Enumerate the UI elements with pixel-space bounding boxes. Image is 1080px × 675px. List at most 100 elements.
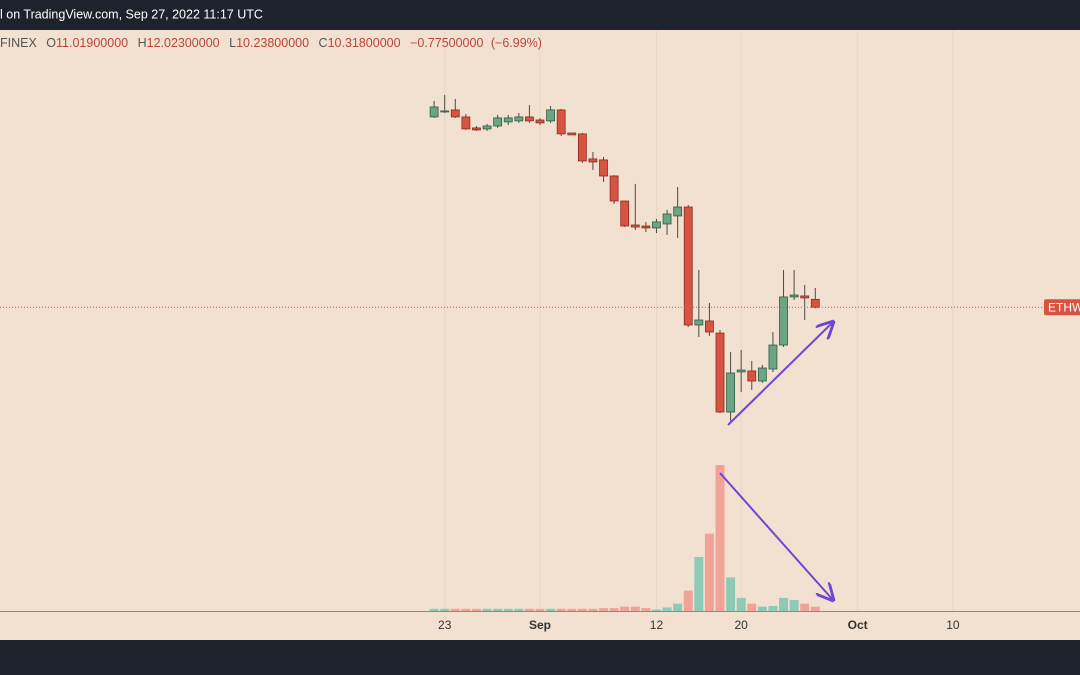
volume-bar (630, 606, 640, 611)
candle-body (493, 117, 503, 127)
grid (444, 30, 954, 611)
volume-bar (694, 556, 704, 611)
source-text: l on TradingView.com, Sep 27, 2022 11:17… (0, 7, 263, 21)
volume-bar (704, 533, 714, 611)
volume-bar (471, 608, 481, 611)
volume-bar (440, 608, 450, 611)
candle-body (472, 127, 481, 131)
arrow-down (719, 472, 833, 600)
candle-body (567, 132, 577, 136)
ohlc-line: FINEX O11.01900000 H12.02300000 L10.2380… (0, 36, 542, 50)
candle-body (546, 109, 555, 122)
volume-bar (641, 608, 651, 611)
volume-bar (800, 603, 810, 611)
volume-bar (609, 608, 619, 611)
candle-body (726, 372, 735, 413)
low-letter: L (229, 36, 236, 50)
volume-bar (651, 609, 661, 611)
x-tick-label: 20 (734, 618, 748, 632)
marks (0, 94, 1045, 611)
volume-bar (599, 608, 609, 611)
candle-body (429, 106, 439, 118)
x-tick-label: 12 (650, 618, 664, 632)
candle-body (535, 119, 545, 124)
volume-bar (535, 608, 545, 611)
volume-bar (514, 608, 524, 611)
volume-bar (757, 606, 767, 611)
volume-bar (789, 600, 799, 611)
high-letter: H (138, 36, 147, 50)
volume-bar (683, 590, 693, 611)
candle-body (715, 332, 725, 413)
volume-bar (461, 608, 471, 611)
volume-bar (450, 608, 460, 611)
candle-body (556, 109, 566, 135)
candle-body (705, 320, 714, 333)
change-pct: (−6.99%) (491, 36, 542, 50)
high-value: 12.02300000 (147, 36, 220, 50)
x-tick-label: Oct (848, 618, 868, 632)
volume-bar (556, 608, 566, 611)
volume-bar (726, 577, 736, 611)
close-letter: C (319, 36, 328, 50)
candle-body (652, 221, 661, 229)
open-letter: O (46, 36, 56, 50)
open-value: 11.01900000 (56, 36, 128, 50)
candle-body (503, 117, 513, 123)
volume-bar (715, 465, 725, 611)
candle-body (747, 370, 757, 382)
candle-body (620, 200, 630, 227)
x-tick-label: Sep (529, 618, 551, 632)
candle-body (779, 296, 788, 346)
candle-body (800, 295, 810, 299)
volume-bar (567, 608, 577, 611)
candle-body (757, 367, 767, 382)
candle-body (482, 125, 492, 130)
volume-bar (662, 607, 672, 611)
candle-body (461, 116, 471, 130)
volume-bar (493, 608, 503, 611)
candle-body (810, 298, 820, 308)
candle-body (577, 133, 587, 162)
volume-bar (747, 603, 757, 611)
price-label-box (1044, 299, 1080, 316)
candle-body (673, 206, 683, 217)
x-tick-label: 23 (438, 618, 452, 632)
candle-body (514, 116, 524, 122)
candle-body (662, 213, 672, 225)
volume-bar (810, 606, 820, 611)
volume-bar (779, 597, 789, 611)
volume-bar (503, 608, 513, 611)
change: −0.77500000 (410, 36, 483, 50)
candle-body (768, 344, 778, 370)
volume-bar (768, 605, 778, 611)
volume-bar (546, 608, 556, 611)
x-tick-label: 10 (946, 618, 960, 632)
candle-body (450, 109, 460, 118)
top-bar (0, 0, 1080, 30)
candle-body (440, 110, 450, 113)
volume-bar (588, 608, 598, 611)
candle-body (736, 369, 746, 373)
volume-bar (577, 608, 587, 611)
volume-bar (736, 597, 746, 611)
volume-bar (524, 608, 534, 611)
low-value: 10.23800000 (236, 36, 309, 50)
arrow-up (727, 322, 833, 426)
candle-body (789, 294, 799, 298)
candle-body (641, 225, 651, 229)
volume-bar (429, 608, 439, 611)
candle-body (588, 158, 598, 163)
volume-bar (620, 606, 630, 611)
candle-body (599, 159, 608, 177)
exchange: FINEX (0, 36, 37, 50)
volume-bar (673, 603, 683, 611)
close-value: 10.31800000 (328, 36, 401, 50)
candle-body (630, 224, 640, 228)
price-label: ETHW (1048, 300, 1080, 314)
bottom-bar (0, 640, 1080, 675)
candle-body (525, 116, 534, 122)
volume-bar (482, 608, 492, 611)
